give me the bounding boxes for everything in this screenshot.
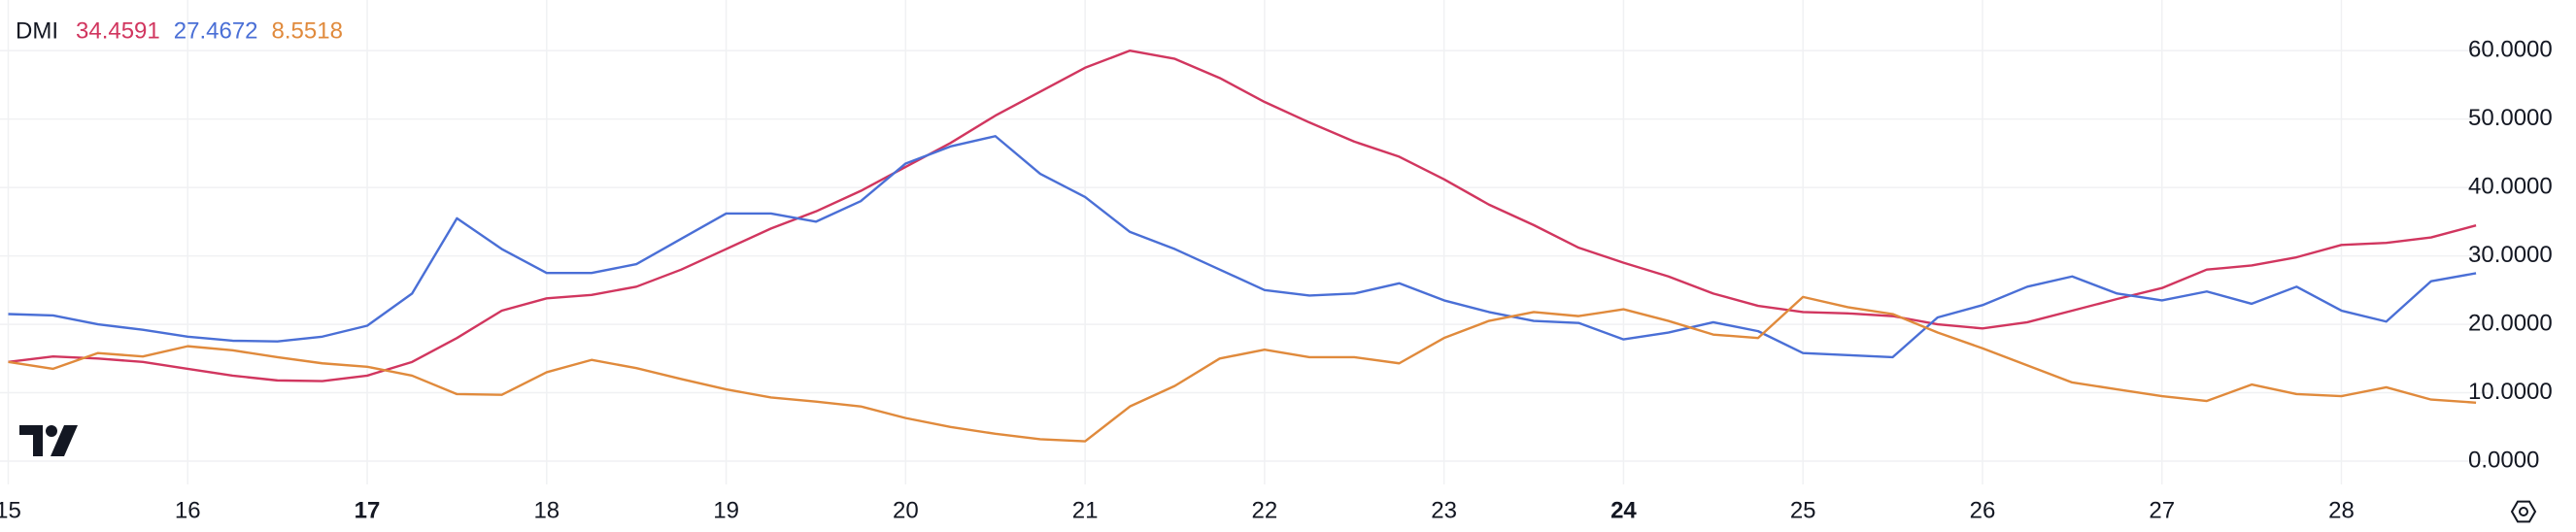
x-tick-label: 15 [0,497,21,523]
legend-value: 27.4672 [174,17,258,44]
series-line [8,295,2477,443]
y-tick-label: 0.0000 [2468,447,2539,473]
x-tick-label: 27 [2149,497,2175,523]
series-line [8,49,2477,382]
x-tick-label: 16 [175,497,201,523]
x-tick-label: 19 [713,497,739,523]
y-tick-label: 30.0000 [2468,242,2553,268]
legend-value: 34.4591 [76,17,160,44]
y-tick-label: 40.0000 [2468,173,2553,199]
y-tick-label: 50.0000 [2468,105,2553,131]
x-tick-label: 17 [355,497,381,523]
series-line [8,135,2477,359]
x-tick-label: 24 [1610,497,1637,523]
x-tick-label: 23 [1431,497,1457,523]
x-tick-label: 21 [1072,497,1099,523]
x-tick-label: 25 [1790,497,1816,523]
legend: DMI 34.4591 27.4672 8.5518 [16,17,343,44]
indicator-name: DMI [16,17,58,44]
legend-value: 8.5518 [272,17,343,44]
grid [0,0,2489,484]
x-tick-label: 22 [1252,497,1278,523]
x-tick-label: 28 [2328,497,2355,523]
settings-icon[interactable] [2510,500,2537,523]
y-tick-label: 60.0000 [2468,36,2553,62]
logo [19,425,78,456]
x-tick-label: 18 [533,497,559,523]
x-tick-label: 20 [893,497,919,523]
y-tick-label: 10.0000 [2468,379,2553,405]
x-tick-label: 26 [1970,497,1996,523]
lines [8,49,2477,443]
y-tick-label: 20.0000 [2468,310,2553,336]
